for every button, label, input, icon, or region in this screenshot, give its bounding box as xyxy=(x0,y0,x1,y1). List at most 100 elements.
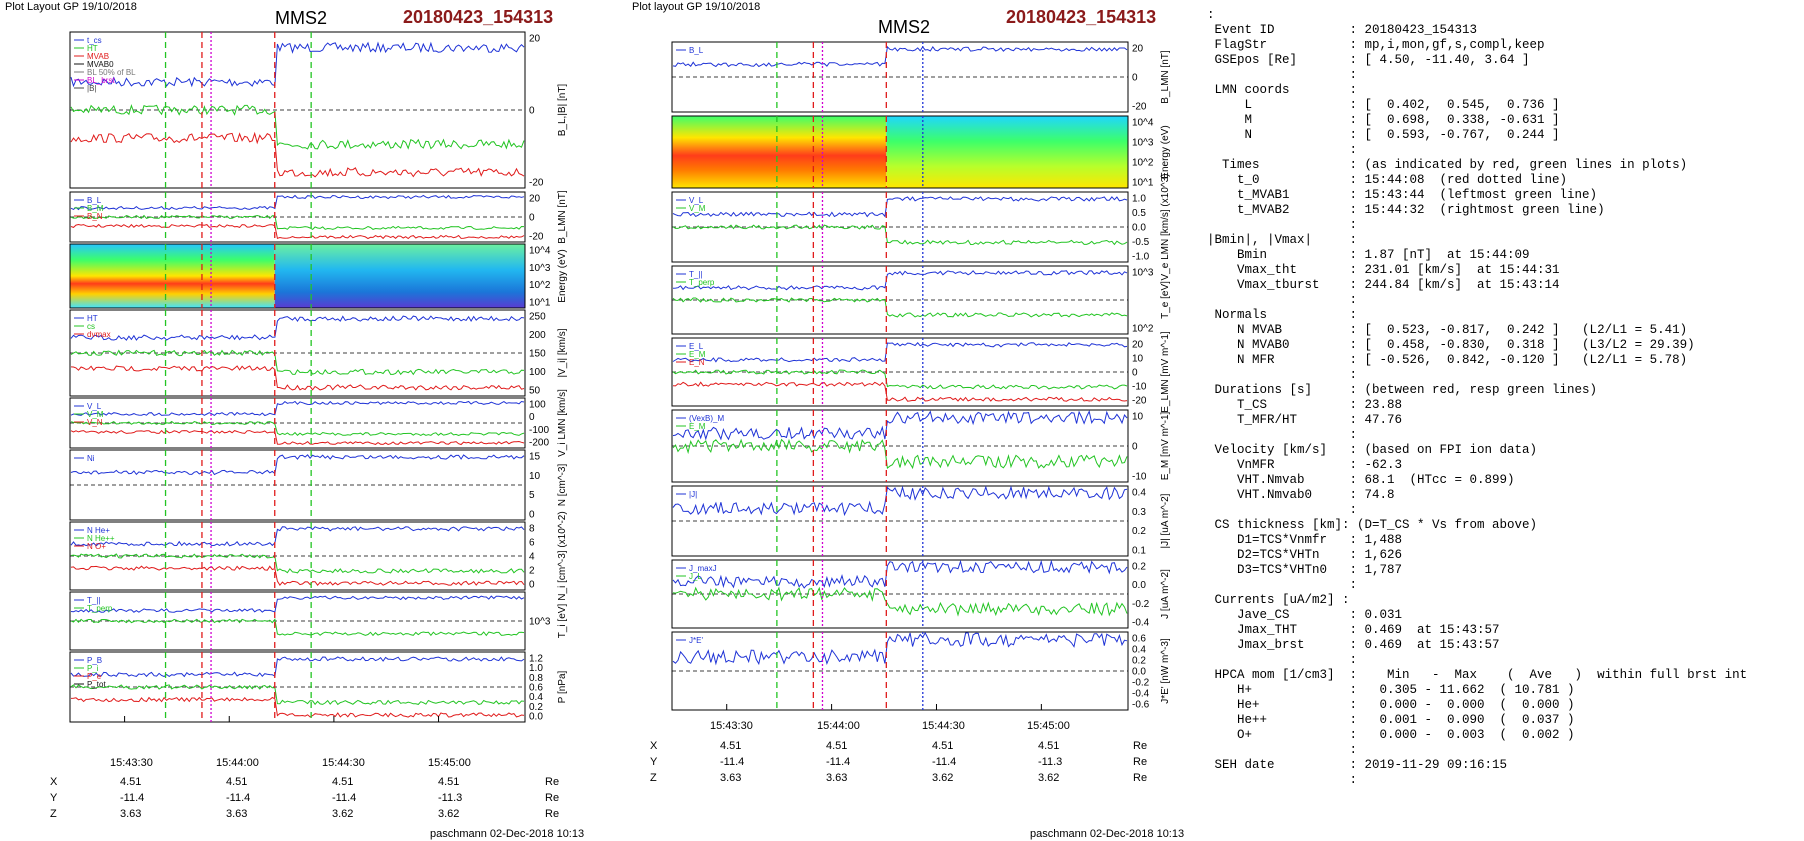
y-tick-label: 0.1 xyxy=(1132,546,1146,557)
right-time-tick: 15:45:00 xyxy=(1027,720,1070,732)
y-axis-label: V_e LMN [km/s] (x10^3) xyxy=(1160,174,1171,281)
ephem-value: -11.3 xyxy=(1038,756,1063,768)
ephem-label: Y xyxy=(50,792,58,804)
y-axis-label: T_e [eV] xyxy=(1160,281,1171,319)
series-line xyxy=(672,224,1128,246)
y-tick-label: -20 xyxy=(529,178,544,189)
series-line xyxy=(672,196,1128,218)
legend-entry: HT xyxy=(87,44,98,53)
series-line xyxy=(672,381,1128,402)
y-tick-label: 50 xyxy=(529,386,541,397)
ephem-unit: Re xyxy=(1133,772,1148,784)
ephem-value: 3.62 xyxy=(438,808,460,820)
y-tick-label: 20 xyxy=(529,34,541,45)
series-line xyxy=(70,194,525,211)
ephem-value: 4.51 xyxy=(1038,740,1060,752)
y-tick-label: 6 xyxy=(529,538,535,549)
y-tick-label: 0.0 xyxy=(529,712,543,723)
y-tick-label: 1.0 xyxy=(1132,194,1146,205)
right-time-tick: 15:44:00 xyxy=(817,720,860,732)
panel-JdotE: 0.60.40.20.0-0.2-0.4-0.6 J*E' [nW m^-3] J*… xyxy=(671,631,1171,711)
series-line xyxy=(70,223,525,240)
ephem-value: 4.51 xyxy=(332,776,354,788)
ephem-value: -11.4 xyxy=(120,792,145,804)
legend-entry: E_M xyxy=(689,422,706,431)
spectrogram-region-before xyxy=(672,116,887,188)
legend-entry: BL 50% of BL xyxy=(87,68,136,77)
ephem-unit: Re xyxy=(545,792,560,804)
y-tick-label: 0 xyxy=(529,213,535,224)
panel-E_LMN: 20 10 0 -10 -20 E_LMN [mV m^-1] E_LE_ME_N xyxy=(671,331,1171,413)
legend-entry: |J| xyxy=(689,490,697,499)
y-tick-label: -20 xyxy=(529,232,544,243)
y-tick-label: 1.0 xyxy=(529,663,543,674)
ephem-value: -11.4 xyxy=(826,756,851,768)
y-tick-label: -10 xyxy=(1132,382,1147,393)
y-axis-label: J [uA m^-2] xyxy=(1160,569,1171,619)
y-tick-label: 200 xyxy=(529,330,546,341)
left-time-tick: 15:45:00 xyxy=(428,757,471,769)
ephem-value: -11.4 xyxy=(932,756,957,768)
series-line xyxy=(672,438,1128,470)
y-tick-label: 4 xyxy=(529,552,535,563)
right-spacecraft-title: MMS2 xyxy=(878,17,931,37)
ephem-value: 3.63 xyxy=(720,772,742,784)
y-tick-label: -0.2 xyxy=(1132,678,1150,689)
y-tick-label: 0.4 xyxy=(529,692,543,703)
y-tick-label: 0 xyxy=(529,510,535,521)
panel-P: 1.21.00.80.60.40.20.0 P [nPa] P_BP_iP_eP_t… xyxy=(69,651,568,723)
legend-entry: T_perp xyxy=(689,278,715,287)
y-tick-label: 10^3 xyxy=(529,263,551,274)
legend-entry: T_|| xyxy=(87,596,101,605)
legend-entry: E_M xyxy=(689,350,706,359)
right-panels: 20 0 -20 B_LMN [nT] B_L 10^4 10^3 10^2 10^1 Energ… xyxy=(671,41,1171,711)
legend-entry: N He+ xyxy=(87,526,110,535)
right-time-tick: 15:43:30 xyxy=(710,720,753,732)
y-axis-label: B_L,|B| [nT] xyxy=(557,84,568,137)
right-header-label: Plot layout GP 19/10/2018 xyxy=(632,1,761,13)
legend-entry: P_i xyxy=(87,664,99,673)
right-event-id: 20180423_154313 xyxy=(1006,7,1157,27)
series-line xyxy=(672,559,1128,589)
legend-entry: V_M xyxy=(689,204,706,213)
left-event-id: 20180423_154313 xyxy=(403,7,554,27)
y-tick-label: 5 xyxy=(529,490,535,501)
left-footer: paschmann 02-Dec-2018 10:13 xyxy=(430,828,585,840)
legend-entry: T_perp xyxy=(87,604,113,613)
series-line xyxy=(70,315,525,341)
panel-frame xyxy=(671,115,1129,189)
y-tick-label: 10 xyxy=(1132,354,1144,365)
series-line xyxy=(70,656,525,678)
series-line xyxy=(70,684,525,706)
y-axis-label: B_LMN [nT] xyxy=(1160,50,1171,104)
ephem-unit: Re xyxy=(1133,740,1148,752)
event-info-text: : Event ID : 20180423_154313 FlagStr : m… xyxy=(1207,8,1748,787)
y-tick-label: 100 xyxy=(529,367,546,378)
series-line xyxy=(672,297,1128,318)
series-line xyxy=(70,365,525,391)
y-tick-label: 0.3 xyxy=(1132,507,1146,518)
series-line xyxy=(70,618,525,637)
series-line xyxy=(70,454,525,476)
ephem-value: 4.51 xyxy=(438,776,460,788)
ephem-label: X xyxy=(50,776,58,788)
legend-entry: |B| xyxy=(87,84,97,93)
y-axis-label: N [cm^-3] xyxy=(557,464,568,507)
y-tick-label: 0.2 xyxy=(1132,526,1146,537)
y-tick-label: 0 xyxy=(1132,368,1138,379)
y-tick-label: 20 xyxy=(1132,44,1144,55)
series-line xyxy=(70,400,525,417)
series-line xyxy=(672,586,1128,617)
legend-entry: P_e xyxy=(87,672,102,681)
ephem-value: -11.4 xyxy=(226,792,251,804)
y-tick-label: 0.0 xyxy=(1132,223,1146,234)
y-axis-label: |V_i| [km/s] xyxy=(557,328,568,377)
legend-entry: P_tot xyxy=(87,680,106,689)
panel-Ve_LMN: 1.0 0.5 0.0 -0.5 -1.0 V_e LMN [km/s] (x10^3) V… xyxy=(671,174,1171,281)
y-tick-label: 20 xyxy=(529,194,541,205)
y-tick-label: -0.2 xyxy=(1132,599,1150,610)
legend-entry: MVAB0 xyxy=(87,60,114,69)
legend-entry: BL_brst xyxy=(87,76,115,85)
